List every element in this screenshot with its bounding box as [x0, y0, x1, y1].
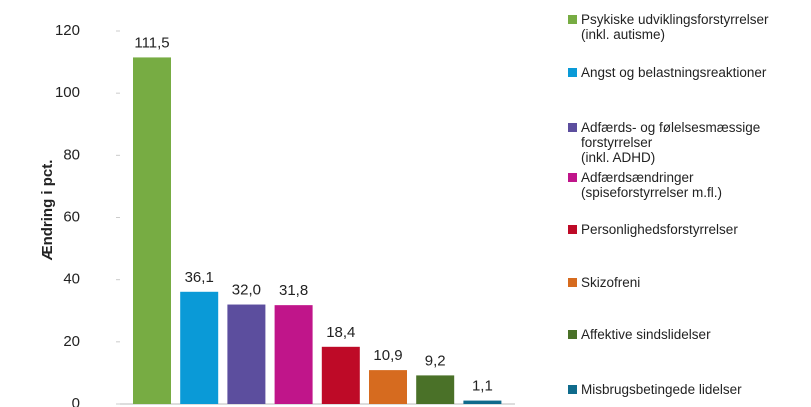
y-tick-label: 0: [72, 395, 80, 407]
bar: [133, 57, 171, 404]
legend-entry: Skizofreni: [568, 275, 640, 290]
legend-swatch: [568, 225, 577, 234]
legend-swatch: [568, 173, 577, 182]
data-label: 32,0: [232, 282, 261, 299]
legend-swatch: [568, 123, 577, 132]
legend-entry: Angst og belastningsreaktioner: [568, 65, 766, 80]
data-label: 31,8: [279, 282, 308, 299]
y-tick-label: 60: [63, 208, 80, 225]
legend-label: Angst og belastningsreaktioner: [581, 65, 767, 80]
bar: [274, 305, 313, 404]
data-label: 111,5: [134, 34, 169, 51]
y-axis-label: Ændring i pct.: [39, 160, 56, 261]
y-tick-label: 20: [63, 333, 80, 350]
legend-label: Adfærds- og følelsesmæssige forstyrrelse…: [581, 120, 761, 165]
legend-entry: Adfærdsændringer (spiseforstyrrelser m.f…: [568, 170, 722, 200]
data-label: 9,2: [425, 352, 446, 369]
y-tick-label: 80: [63, 146, 80, 163]
y-tick-label: 40: [63, 271, 80, 288]
legend-swatch: [568, 68, 577, 77]
legend-entry: Adfærds- og følelsesmæssige forstyrrelse…: [568, 120, 760, 165]
y-tick-label: 100: [55, 84, 80, 101]
legend-label: Misbrugsbetingede lidelser: [581, 382, 742, 397]
legend-entry: Affektive sindslidelser: [568, 327, 711, 342]
legend-entry: Personlighedsforstyrrelser: [568, 222, 738, 237]
legend-label: Personlighedsforstyrrelser: [581, 222, 738, 237]
y-tick-label: 120: [55, 22, 80, 39]
legend-entry: Misbrugsbetingede lidelser: [568, 382, 742, 397]
data-label: 10,9: [373, 347, 402, 364]
legend-label: Affektive sindslidelser: [581, 327, 711, 342]
data-label: 18,4: [326, 324, 355, 341]
legend-label: Skizofreni: [581, 275, 641, 290]
legend-swatch: [568, 278, 577, 287]
bar: [369, 370, 407, 404]
bar: [463, 400, 502, 404]
legend-swatch: [568, 385, 577, 394]
bar: [416, 375, 455, 404]
bar: [180, 291, 219, 404]
bar: [321, 346, 360, 404]
data-label: 1,1: [472, 378, 493, 395]
legend-swatch: [568, 15, 577, 24]
data-label: 36,1: [185, 269, 214, 286]
legend-swatch: [568, 330, 577, 339]
legend-label: Psykiske udviklingsforstyrrelser (inkl. …: [581, 12, 769, 42]
legend-entry: Psykiske udviklingsforstyrrelser (inkl. …: [568, 12, 769, 42]
legend-label: Adfærdsændringer (spiseforstyrrelser m.f…: [581, 170, 723, 200]
bar: [227, 304, 266, 404]
